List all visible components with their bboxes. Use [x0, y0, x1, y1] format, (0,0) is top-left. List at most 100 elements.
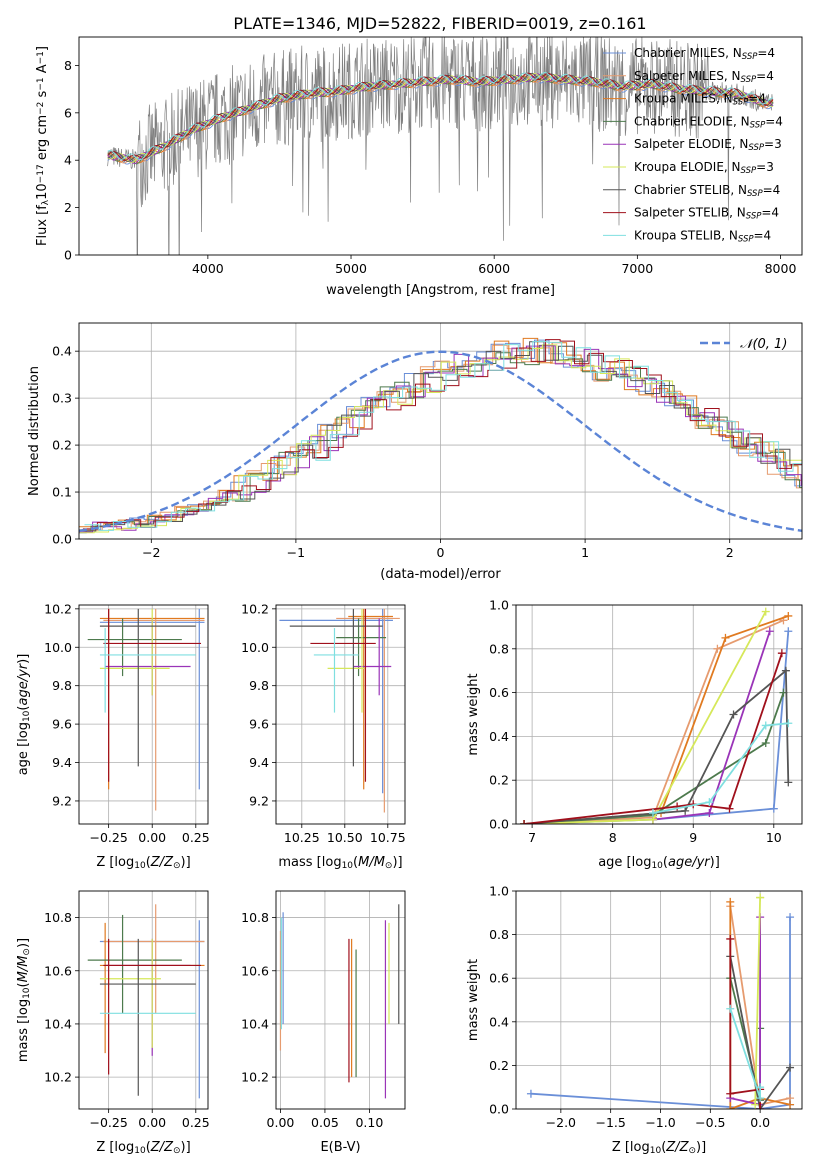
y-tick-label: 0.1 — [52, 485, 72, 500]
errorbars — [87, 904, 205, 1099]
x-tick-label: 6000 — [478, 261, 510, 276]
y-tick-label: 0.8 — [489, 927, 509, 942]
weight-line — [524, 615, 789, 824]
weight-marker — [648, 809, 657, 818]
y-tick-label: 0.6 — [489, 971, 509, 986]
weight-marker — [726, 1105, 735, 1109]
y-tick-label: 0.4 — [52, 344, 72, 359]
weight-marker — [681, 806, 690, 815]
x-tick-label: 8 — [609, 830, 617, 845]
panel-weight_vs_Z: −2.0 −1.5 −1.0 −0.5 0.0 0.0 0.2 0.4 0.6 0.8 1.0 Z [… — [466, 884, 803, 1156]
x-axis-label: wavelength [Angstrom, rest frame] — [326, 283, 555, 298]
y-tick-label: 6 — [64, 105, 72, 120]
legend-entry: 𝒩(0, 1) — [740, 337, 787, 352]
weight-line — [523, 652, 783, 824]
residual-histogram — [79, 344, 802, 531]
x-tick-label: 10.50 — [327, 830, 363, 845]
weight-line — [652, 631, 771, 821]
y-tick-label: 0.4 — [489, 729, 509, 744]
normal-curve — [79, 350, 802, 532]
x-tick-label: 2 — [726, 545, 734, 560]
y-tick-label: 10.0 — [44, 640, 72, 655]
weight-line — [524, 692, 785, 824]
y-tick-label: 9.6 — [52, 717, 72, 732]
x-tick-label: −1.5 — [595, 1115, 625, 1130]
data-spectrum — [107, 37, 774, 255]
y-tick-label: 1.0 — [489, 598, 509, 613]
weight-marker — [751, 1100, 760, 1109]
x-tick-label: 10 — [766, 830, 782, 845]
weight-marker — [784, 627, 793, 636]
x-tick-label: 0.0 — [750, 1115, 770, 1130]
y-tick-label: 8 — [64, 58, 72, 73]
axes-frame — [78, 604, 209, 825]
weight-line — [524, 631, 790, 824]
weight-marker — [705, 809, 714, 818]
y-axis-label: mass weight — [466, 673, 481, 755]
x-tick-label: 9 — [689, 830, 697, 845]
y-tick-label: 9.8 — [249, 678, 269, 693]
axes-frame — [78, 890, 209, 1110]
model-spectrum — [107, 72, 774, 162]
model-spectrum — [107, 75, 774, 164]
axis-label: Z [log10(Z/Z⊙)] — [612, 1140, 706, 1156]
panel-residuals: −2 −1 0 1 2 0.0 0.1 0.2 0.3 0.4 𝒩(0, 1) (data-model… — [27, 322, 803, 582]
x-tick-label: 0 — [437, 545, 445, 560]
axis-label: Z [log10(Z/Z⊙)] — [96, 1140, 190, 1156]
axis-label: mass [log10(M/M⊙)] — [16, 938, 32, 1062]
weight-marker — [765, 627, 774, 636]
weight-marker — [761, 738, 770, 747]
legend-entry: Salpeter STELIB, NSSP=4 — [634, 206, 779, 222]
axes-frame — [515, 604, 803, 825]
axis-label: Z [log10(Z/Z⊙)] — [96, 855, 190, 871]
weight-marker — [756, 1083, 765, 1092]
panel-spectrum: 4000 5000 6000 7000 8000 0 2 4 6 8 wavelength [Ang… — [35, 36, 803, 298]
weight-marker — [725, 804, 734, 813]
y-tick-label: 10.6 — [241, 963, 269, 978]
residual-histogram — [79, 345, 802, 533]
legend-entry: Kroupa STELIB, NSSP=4 — [634, 228, 771, 244]
y-tick-label: 0.0 — [489, 1102, 509, 1117]
x-tick-label: 0.05 — [311, 1115, 339, 1130]
y-tick-label: 1.0 — [489, 884, 509, 899]
x-axis-label: (data-model)/error — [380, 567, 501, 582]
axes-frame — [515, 890, 803, 1110]
y-tick-label: 10.2 — [241, 601, 269, 616]
panel-age_vs_Z: −0.25 0.00 0.25 9.2 9.4 9.6 9.8 10.0 10.2 Z [log1… — [16, 601, 210, 871]
weight-marker — [784, 719, 793, 728]
y-axis-label: Normed distribution — [27, 366, 42, 496]
weight-marker — [761, 607, 770, 616]
panel-mass_vs_Z: −0.25 0.00 0.25 10.2 10.4 10.6 10.8 Z [log10(Z/… — [16, 890, 210, 1156]
legend-entry: Chabrier MILES, NSSP=4 — [634, 46, 775, 62]
x-tick-label: 10.25 — [284, 830, 320, 845]
x-tick-label: 8000 — [765, 261, 797, 276]
y-tick-label: 9.4 — [52, 755, 72, 770]
axis-label: mass [log10(M/M⊙)] — [278, 855, 402, 871]
axis-label: E(B-V) — [320, 1140, 360, 1155]
weight-line — [729, 956, 791, 1109]
weight-marker — [520, 820, 529, 824]
panel-age_vs_mass: 10.25 10.50 10.75 9.2 9.4 9.6 9.8 10.0 10.2 mass … — [241, 601, 406, 871]
y-tick-label: 0.4 — [489, 1014, 509, 1029]
legend-entry: Chabrier ELODIE, NSSP=4 — [634, 114, 783, 130]
model-spectrum — [107, 72, 774, 161]
y-tick-label: 0.8 — [489, 641, 509, 656]
y-tick-label: 0.0 — [52, 532, 72, 547]
x-tick-label: −1 — [287, 545, 305, 560]
y-tick-label: 0.0 — [489, 817, 509, 832]
y-tick-label: 10.2 — [44, 1070, 72, 1085]
weight-line — [524, 619, 784, 824]
errorbars — [87, 608, 205, 811]
legend-entry: Kroupa ELODIE, NSSP=3 — [634, 160, 774, 176]
x-tick-label: 0.10 — [355, 1115, 383, 1130]
model-spectrum — [107, 73, 774, 163]
y-tick-label: 0.2 — [489, 773, 509, 788]
y-tick-label: 10.2 — [241, 1070, 269, 1085]
x-tick-label: 7000 — [621, 261, 653, 276]
axes-frame — [78, 36, 803, 256]
y-tick-label: 0.6 — [489, 685, 509, 700]
x-tick-label: 7 — [528, 830, 536, 845]
y-tick-label: 9.6 — [249, 717, 269, 732]
residual-histogram — [79, 344, 802, 534]
x-tick-label: −0.25 — [89, 1115, 127, 1130]
